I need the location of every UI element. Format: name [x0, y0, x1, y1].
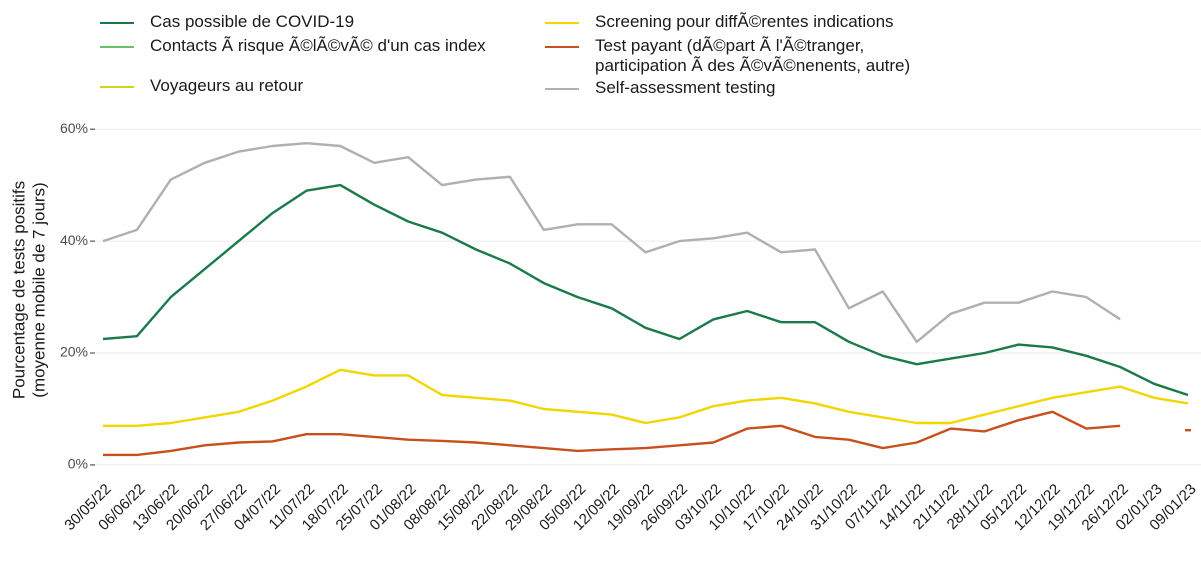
legend-swatch	[545, 22, 579, 24]
legend-label: Cas possible de COVID-19	[150, 12, 355, 31]
y-axis-label: Pourcentage de tests positifs	[9, 181, 28, 399]
legend-swatch	[545, 46, 579, 48]
series-line	[102, 142, 1121, 343]
legend-swatch	[100, 46, 134, 48]
y-axis-label: (moyenne mobile de 7 jours)	[29, 182, 48, 397]
legend-swatch	[100, 22, 134, 24]
series-line	[103, 410, 1191, 457]
legend-swatch	[545, 88, 579, 90]
y-tick-label: 60%	[60, 120, 88, 136]
series-line	[103, 368, 1189, 427]
y-tick-label: 0%	[68, 456, 88, 472]
y-tick-label: 40%	[60, 232, 88, 248]
legend-label: Voyageurs au retour	[150, 76, 304, 95]
series-line	[102, 183, 1189, 397]
y-tick-label: 20%	[60, 344, 88, 360]
legend-label: Contacts Ã risque Ã©lÃ©vÃ© d'un cas inde…	[150, 36, 486, 55]
legend-label: Test payant (dÃ©part Ã l'Ã©tranger, part…	[595, 36, 911, 75]
legend-label: Screening pour diffÃ©rentes indications	[595, 12, 894, 31]
legend-label: Self-assessment testing	[595, 78, 776, 97]
legend-swatch	[100, 86, 134, 88]
